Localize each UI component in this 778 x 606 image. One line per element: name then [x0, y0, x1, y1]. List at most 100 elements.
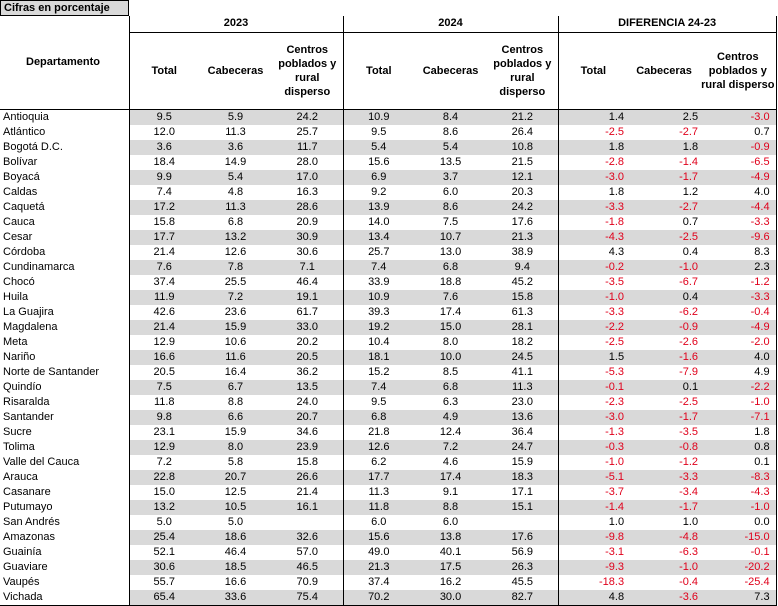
table-cell: -0.9 [700, 139, 777, 155]
table-cell: -3.5 [557, 274, 629, 290]
table-cell: 1.8 [628, 139, 701, 155]
table-body: Antioquia 9.5 5.9 24.2 10.9 8.4 21.2 1.4 2.5 -3.0… [0, 108, 777, 606]
table-cell: 17.1 [511, 485, 533, 498]
table-cell: -2.2 [557, 319, 629, 335]
table-cell: -1.0 [700, 394, 777, 410]
table-cell: -1.3 [557, 424, 629, 440]
table-cell: 7.2 [199, 289, 272, 305]
table-cell: 46.4 [224, 545, 247, 558]
table-cell: 18.3 [487, 469, 559, 485]
table-cell: 4.3 [557, 244, 629, 260]
table-row: Vichada 65.4 33.6 75.4 70.2 30.0 82.7 4.8 -3.6 7.… [0, 589, 777, 606]
table-cell: 23.9 [272, 439, 344, 455]
table-row: Guaviare 30.6 18.5 46.5 21.3 17.5 26.3 -9.3 -1.0… [0, 559, 777, 575]
table-cell: 10.6 [224, 335, 247, 348]
table-cell: 7.5 [442, 215, 459, 228]
subheader-total: Total [342, 32, 415, 110]
table-cell: 1.0 [682, 515, 699, 528]
table-cell: 17.2 [128, 199, 199, 215]
table-cell: 70.9 [296, 575, 318, 588]
table-cell: -3.1 [557, 544, 629, 560]
department-name: Guaviare [0, 559, 129, 575]
table-cell: -0.1 [557, 379, 629, 395]
table-cell: -6.5 [700, 154, 777, 170]
table-row: Cauca 15.8 6.8 20.9 14.0 7.5 17.6 -1.8 0.7 -3.3 [0, 214, 777, 230]
department-name: Amazonas [0, 529, 129, 545]
subheader-total: Total [557, 32, 629, 110]
table-cell: 22.8 [128, 469, 199, 485]
table-cell: 25.7 [342, 244, 415, 260]
table-cell: 0.1 [700, 454, 777, 470]
table-cell: 1.8 [557, 139, 629, 155]
table-cell: 13.4 [342, 229, 415, 245]
table-cell: 28.0 [296, 155, 318, 168]
table-cell: -1.0 [557, 454, 629, 470]
table-cell: 9.9 [128, 169, 199, 185]
table-cell: 17.4 [439, 305, 462, 318]
table-cell: 46.4 [296, 275, 318, 288]
table-cell: 21.3 [342, 559, 415, 575]
table-cell: 5.8 [227, 455, 244, 468]
table-cell: 4.9 [700, 364, 777, 380]
table-cell: 15.6 [342, 529, 415, 545]
table-row: Huila 11.9 7.2 19.1 10.9 7.6 15.8 -1.0 0.4 -3.3 [0, 289, 777, 305]
table-cell: -1.2 [679, 455, 699, 468]
table-cell: 6.7 [199, 379, 272, 395]
department-name: Boyacá [0, 169, 129, 185]
department-name: Putumayo [0, 499, 129, 515]
table-cell: 18.5 [199, 559, 272, 575]
table-row: Tolima 12.9 8.0 23.9 12.6 7.2 24.7 -0.3 -0.8 0.8 [0, 439, 777, 455]
table-cell: 5.4 [414, 139, 488, 155]
table-cell: 16.1 [272, 499, 344, 515]
table-cell: 6.9 [342, 169, 415, 185]
table-cell: 15.0 [414, 319, 488, 335]
table-row: Risaralda 11.8 8.8 24.0 9.5 6.3 23.0 -2.3 -2.5 -1… [0, 394, 777, 410]
table-cell: -1.7 [628, 169, 701, 185]
table-cell: 7.2 [414, 439, 488, 455]
table-cell: 9.4 [487, 259, 559, 275]
table-cell: -3.6 [628, 589, 701, 606]
table-cell: 7.1 [272, 259, 344, 275]
table-cell: -3.0 [557, 409, 629, 425]
department-name: Norte de Santander [3, 365, 100, 378]
table-cell: -4.9 [700, 169, 777, 185]
table-cell: 39.3 [342, 304, 415, 320]
table-cell: 25.5 [224, 275, 247, 288]
table-cell: 20.7 [199, 469, 272, 485]
table-row: Cesar 17.7 13.2 30.9 13.4 10.7 21.3 -4.3 -2.5 -9.… [0, 229, 777, 245]
table-cell: -4.4 [700, 199, 777, 215]
table-cell: 10.7 [414, 229, 488, 245]
table-cell: 19.1 [272, 289, 344, 305]
department-name: Vaupés [3, 575, 40, 588]
table-cell: 13.6 [487, 409, 559, 425]
table-cell: 21.5 [511, 155, 533, 168]
table-cell: 5.0 [227, 515, 244, 528]
table-cell: -3.4 [679, 485, 699, 498]
table-cell: -3.3 [700, 214, 777, 230]
table-cell: 1.4 [557, 108, 629, 125]
table-row: Valle del Cauca 7.2 5.8 15.8 6.2 4.6 15.9 -1.0 -… [0, 454, 777, 470]
table-row: Putumayo 13.2 10.5 16.1 11.8 8.8 15.1 -1.4 -1.7-… [0, 499, 777, 515]
table-row: Bolívar 18.4 14.9 28.0 15.6 13.5 21.5 -2.8 -1.4-… [0, 154, 777, 170]
table-cell: -2.5 [679, 395, 699, 408]
table-cell: 8.4 [414, 108, 488, 125]
table-cell: 41.1 [511, 365, 533, 378]
table-cell: -0.3 [557, 439, 629, 455]
table-cell: -7.9 [679, 365, 699, 378]
table-cell: 11.3 [225, 125, 246, 138]
table-cell: -2.8 [557, 154, 629, 170]
table-cell: 2.3 [700, 259, 777, 275]
table-cell: 13.8 [414, 529, 488, 545]
table-cell: 46.5 [272, 559, 344, 575]
department-name: Sucre [3, 425, 32, 438]
table-cell: 6.6 [199, 409, 272, 425]
department-name: San Andrés [3, 515, 60, 528]
table-cell: 28.6 [272, 199, 344, 215]
table-cell: 15.9 [224, 425, 247, 438]
table-cell: -2.2 [700, 379, 777, 395]
table-cell: 13.0 [439, 245, 462, 258]
table-cell: -3.5 [679, 425, 699, 438]
table-cell: 21.2 [487, 108, 559, 125]
table-cell: 8.6 [414, 199, 488, 215]
table-row: Bogotá D.C. 3.6 3.6 11.7 5.4 5.4 10.8 1.8 1.8 -0.… [0, 139, 777, 155]
